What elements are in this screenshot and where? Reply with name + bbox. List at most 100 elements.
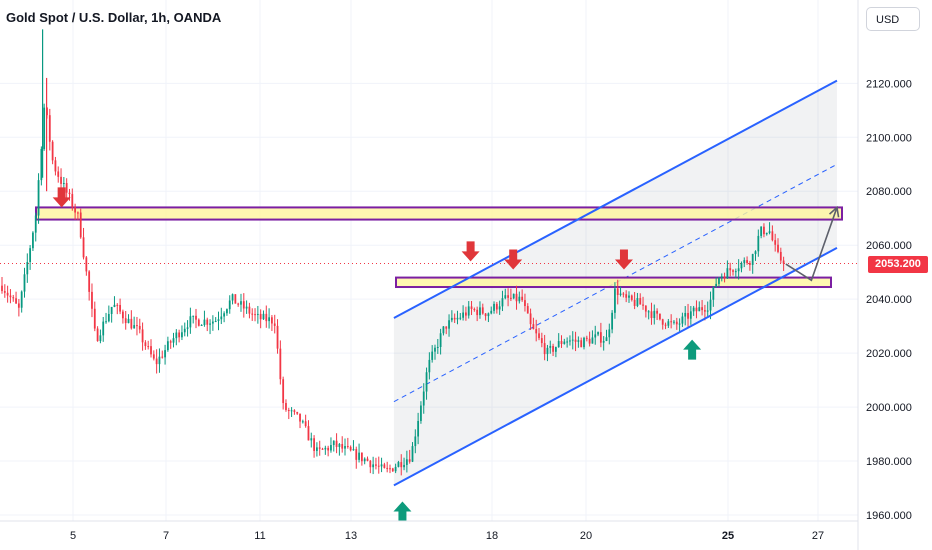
time-tick-label: 27 bbox=[812, 530, 824, 542]
candle-bearish bbox=[197, 318, 200, 327]
candle-bullish bbox=[698, 301, 701, 312]
candle-bearish bbox=[349, 445, 352, 452]
candle-body bbox=[279, 348, 282, 380]
candle-bearish bbox=[124, 310, 127, 330]
candle-body bbox=[26, 262, 29, 275]
candle-body bbox=[768, 231, 771, 233]
candle-bearish bbox=[622, 292, 625, 298]
candle-body bbox=[186, 327, 189, 329]
candle-bullish bbox=[189, 307, 192, 334]
candle-bearish bbox=[777, 238, 779, 254]
candle-body bbox=[647, 311, 650, 313]
candle-body bbox=[602, 341, 605, 343]
candle-bearish bbox=[93, 301, 96, 332]
candle-body bbox=[324, 447, 327, 450]
candle-body bbox=[771, 231, 774, 241]
candle-bearish bbox=[71, 188, 74, 211]
candle-bearish bbox=[141, 322, 144, 351]
candle-body bbox=[740, 262, 743, 269]
candle-bullish bbox=[183, 322, 186, 337]
candle-bullish bbox=[186, 320, 189, 337]
candle-body bbox=[285, 403, 287, 411]
candle-bullish bbox=[290, 407, 293, 418]
candle-bearish bbox=[771, 225, 774, 242]
candle-bullish bbox=[569, 335, 571, 346]
candle-body bbox=[29, 248, 32, 263]
candle-bearish bbox=[445, 326, 448, 335]
candle-body bbox=[737, 268, 740, 272]
candle-body bbox=[234, 294, 237, 304]
candle-bearish bbox=[526, 303, 529, 314]
candle-body bbox=[91, 291, 93, 309]
candle-bearish bbox=[650, 302, 653, 325]
candle-bullish bbox=[712, 286, 715, 307]
candle-bearish bbox=[782, 256, 785, 272]
candle-body bbox=[732, 270, 734, 272]
candle-body bbox=[546, 347, 549, 355]
candle-bearish bbox=[282, 376, 285, 410]
candle-bearish bbox=[12, 294, 15, 302]
candle-bearish bbox=[57, 166, 60, 183]
candle-body bbox=[580, 340, 583, 348]
candle-body bbox=[102, 321, 105, 336]
candle-body bbox=[543, 343, 546, 355]
candle-body bbox=[136, 325, 138, 327]
candle-body bbox=[88, 271, 91, 292]
candle-bullish bbox=[256, 305, 259, 324]
candle-body bbox=[141, 329, 144, 343]
candle-body bbox=[422, 391, 425, 406]
candle-bullish bbox=[209, 319, 211, 335]
candle-bullish bbox=[490, 306, 493, 315]
candle-body bbox=[718, 277, 720, 284]
candle-bullish bbox=[546, 344, 549, 362]
candle-bearish bbox=[276, 319, 279, 354]
candle-body bbox=[774, 240, 777, 245]
candle-bullish bbox=[448, 314, 450, 337]
candle-bullish bbox=[245, 300, 248, 314]
candle-body bbox=[352, 449, 355, 451]
candle-body bbox=[540, 338, 543, 344]
candle-body bbox=[583, 337, 585, 348]
candle-bearish bbox=[287, 407, 290, 420]
currency-button[interactable]: USD bbox=[866, 7, 920, 31]
candle-bearish bbox=[259, 309, 262, 329]
candle-bearish bbox=[366, 456, 369, 462]
candle-body bbox=[119, 305, 121, 312]
candle-body bbox=[121, 311, 124, 319]
candle-bullish bbox=[332, 440, 335, 452]
candle-bullish bbox=[504, 288, 507, 300]
candle-body bbox=[391, 468, 394, 472]
candle-body bbox=[765, 232, 768, 235]
candle-bullish bbox=[487, 312, 490, 323]
candle-bearish bbox=[538, 328, 540, 341]
candle-body bbox=[678, 323, 681, 325]
candle-body bbox=[85, 257, 88, 272]
candle-bearish bbox=[560, 335, 563, 348]
candle-bullish bbox=[23, 267, 26, 298]
candle-bearish bbox=[473, 307, 476, 312]
candle-body bbox=[611, 312, 614, 330]
candle-bearish bbox=[234, 294, 237, 304]
price-tick-label: 1980.000 bbox=[866, 456, 912, 468]
candle-body bbox=[597, 332, 599, 335]
candle-bullish bbox=[653, 304, 656, 325]
candle-body bbox=[265, 313, 268, 322]
candle-bearish bbox=[732, 269, 734, 276]
candle-body bbox=[271, 317, 273, 324]
candle-body bbox=[211, 321, 214, 324]
candle-bearish bbox=[588, 331, 591, 347]
candle-bearish bbox=[670, 314, 673, 329]
candle-body bbox=[507, 295, 509, 298]
candle-body bbox=[183, 328, 186, 333]
price-tick-label: 1960.000 bbox=[866, 510, 912, 522]
candle-bullish bbox=[358, 443, 360, 463]
candle-body bbox=[34, 215, 37, 233]
candle-body bbox=[99, 335, 102, 342]
candle-body bbox=[405, 459, 408, 465]
candle-bearish bbox=[580, 337, 583, 348]
candle-body bbox=[335, 440, 338, 447]
price-axis[interactable]: 1960.000 1980.000 2000.000 2020.000 2040.000… bbox=[866, 78, 912, 522]
time-axis[interactable]: 5 7 11 13 18 20 25 27 bbox=[70, 530, 824, 542]
candle-bearish bbox=[155, 349, 158, 374]
